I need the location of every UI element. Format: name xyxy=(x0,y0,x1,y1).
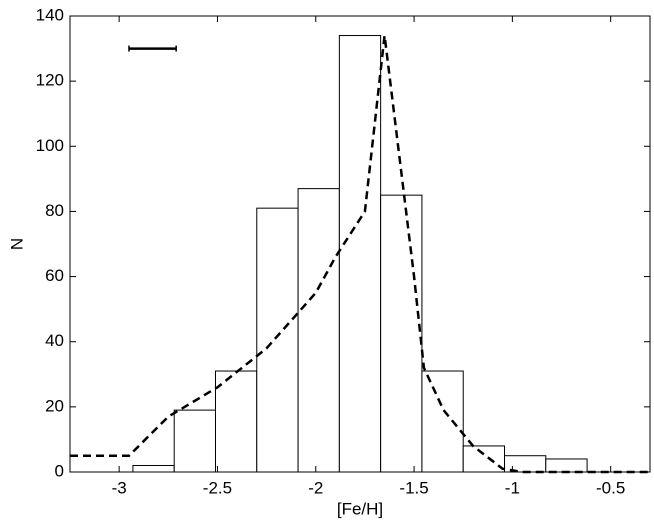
y-tick-label: 40 xyxy=(45,331,64,350)
y-axis-label: N xyxy=(7,238,26,250)
bar xyxy=(256,207,299,473)
bar xyxy=(132,464,175,473)
bar xyxy=(297,188,340,473)
y-tick-label: 60 xyxy=(45,266,64,285)
y-tick-label: 0 xyxy=(55,461,64,480)
x-tick-label: -2.5 xyxy=(203,478,232,497)
y-tick-label: 20 xyxy=(45,396,64,415)
y-tick-label: 100 xyxy=(36,136,64,155)
bar xyxy=(173,409,216,473)
x-axis-label: [Fe/H] xyxy=(337,499,383,518)
x-tick-label: -1.5 xyxy=(399,478,428,497)
bar xyxy=(421,370,464,473)
x-tick-label: -3 xyxy=(112,478,127,497)
x-tick-label: -2 xyxy=(308,478,323,497)
x-tick-label: -1 xyxy=(505,478,520,497)
bar xyxy=(214,370,258,473)
bar xyxy=(545,458,588,473)
bar xyxy=(380,194,423,473)
plot-frame xyxy=(69,15,651,473)
x-tick-label: -0.5 xyxy=(596,478,625,497)
bar xyxy=(462,445,506,473)
y-tick-label: 140 xyxy=(36,5,64,24)
y-tick-label: 80 xyxy=(45,201,64,220)
bar xyxy=(338,35,382,473)
line xyxy=(70,35,650,474)
y-tick-label: 120 xyxy=(36,71,64,90)
